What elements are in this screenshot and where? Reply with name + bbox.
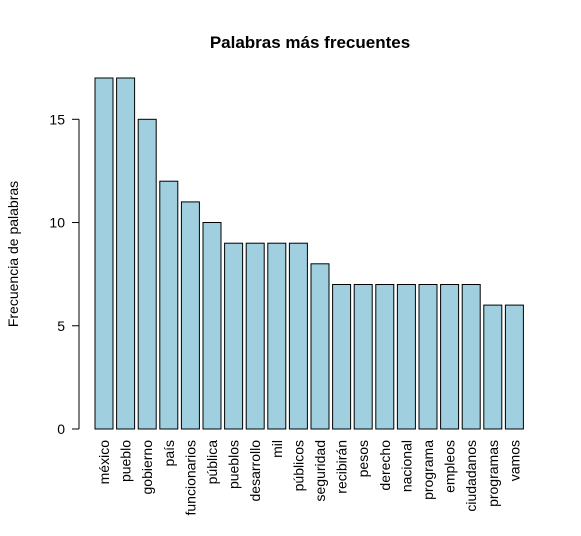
bar-empleos — [440, 284, 460, 430]
x-category-label: desarrollo — [247, 440, 263, 502]
x-category-label: gobierno — [139, 440, 155, 495]
y-tick-label: 5 — [57, 318, 65, 334]
bars — [94, 77, 524, 430]
bar-mil — [267, 242, 287, 430]
x-category-label: programa — [420, 440, 436, 500]
x-category-label: recibirán — [334, 440, 350, 494]
bar-seguridad — [310, 263, 330, 430]
x-category-label: méxico — [96, 440, 112, 485]
bar-gobierno — [137, 118, 157, 430]
x-category-label: vamos — [506, 440, 522, 481]
y-tick-label: 10 — [49, 215, 65, 231]
x-category-label: públicos — [290, 440, 306, 491]
bar-programas — [483, 304, 503, 430]
x-category-label: empleos — [442, 440, 458, 493]
y-tick-label: 15 — [49, 111, 65, 127]
bar-nacional — [396, 284, 416, 430]
bar-pueblos — [224, 242, 244, 430]
bar-públicos — [288, 242, 308, 430]
bar-funcionarios — [180, 201, 200, 430]
bar-pueblo — [116, 77, 136, 430]
bar-pesos — [353, 284, 373, 430]
bar-pública — [202, 222, 222, 430]
x-category-label: país — [161, 440, 177, 466]
bar-méxico — [94, 77, 114, 430]
bar-programa — [418, 284, 438, 430]
bar-país — [159, 180, 179, 430]
bar-recibirán — [332, 284, 352, 430]
x-category-label: programas — [485, 440, 501, 507]
bar-ciudadanos — [461, 284, 481, 430]
bar-derecho — [375, 284, 395, 430]
x-category-label: pública — [204, 440, 220, 485]
x-category-label: pesos — [355, 440, 371, 477]
x-category-label: funcionarios — [182, 440, 198, 516]
x-category-label: derecho — [377, 440, 393, 491]
bar-vamos — [504, 304, 524, 430]
x-axis-labels: méxico pueblo gobierno país funcionarios públ… — [96, 440, 522, 516]
x-category-label: pueblos — [226, 440, 242, 489]
bar-desarrollo — [245, 242, 265, 430]
x-category-label: seguridad — [312, 440, 328, 502]
x-category-label: mil — [269, 440, 285, 458]
y-tick-label: 0 — [57, 421, 65, 437]
chart-title: Palabras más frecuentes — [210, 33, 410, 52]
x-category-label: ciudadanos — [463, 440, 479, 512]
y-axis: 0 5 10 15 — [49, 111, 80, 437]
y-axis-label: Frecuencia de palabras — [5, 181, 21, 327]
x-category-label: nacional — [398, 440, 414, 492]
x-category-label: pueblo — [118, 440, 134, 482]
